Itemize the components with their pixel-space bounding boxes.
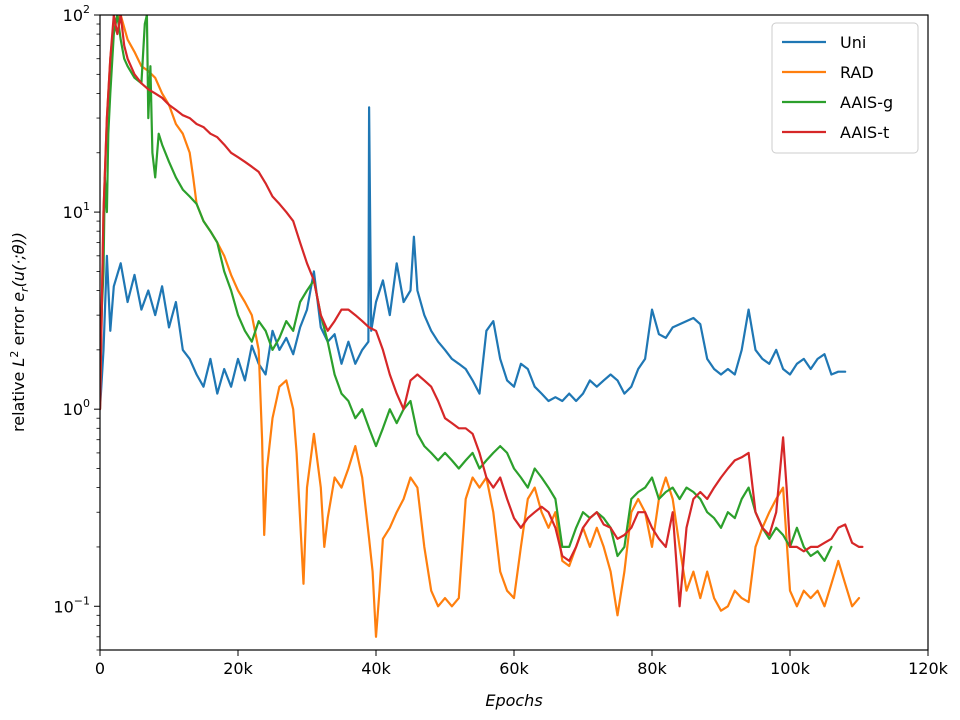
legend-label-aais-g: AAIS-g <box>840 93 893 112</box>
series-layer <box>100 15 864 638</box>
x-axis-title: Epochs <box>485 691 542 710</box>
x-tick-label: 60k <box>499 659 529 678</box>
series-line-uni <box>100 106 847 411</box>
y-axis-title: relative L2 error er(u(·;θ)) <box>8 232 31 432</box>
y-tick-label: 101 <box>63 200 90 222</box>
x-tick-label: 40k <box>361 659 391 678</box>
x-axis: 0 20k 40k 60k 80k 100k 120k <box>95 650 949 678</box>
y-tick-label: 10−1 <box>53 594 90 616</box>
y-tick-label: 102 <box>63 3 90 25</box>
legend-label-rad: RAD <box>840 63 874 82</box>
x-tick-label: 80k <box>637 659 667 678</box>
series-line-aais-t <box>100 15 864 608</box>
x-tick-label: 100k <box>770 659 811 678</box>
x-tick-label: 20k <box>223 659 253 678</box>
x-tick-label: 0 <box>95 659 105 678</box>
x-tick-label: 120k <box>908 659 949 678</box>
legend-box <box>771 22 919 154</box>
y-axis: 10−1 100 101 102 <box>53 3 100 651</box>
legend-label-uni: Uni <box>840 33 866 52</box>
legend: Uni RAD AAIS-g AAIS-t <box>771 22 919 154</box>
legend-label-aais-t: AAIS-t <box>840 123 889 142</box>
y-tick-label: 100 <box>63 397 90 419</box>
